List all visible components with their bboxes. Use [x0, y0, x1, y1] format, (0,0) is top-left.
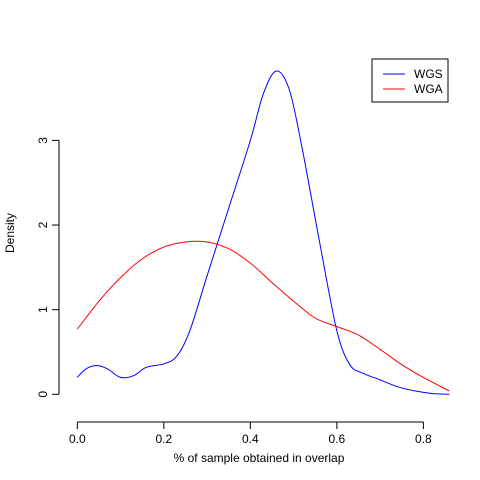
series-line-wgs — [76, 70, 450, 395]
y-tick-label: 2 — [36, 221, 50, 228]
y-ticks: 0 1 2 3 — [36, 137, 59, 398]
legend-label-wga: WGA — [414, 82, 443, 96]
y-tick-label: 3 — [36, 137, 50, 144]
series-layer — [76, 70, 450, 395]
axes: 0.0 0.2 0.4 0.6 0.8 0 1 2 3 — [36, 137, 432, 446]
x-tick-label: 0.8 — [415, 432, 432, 446]
x-tick-label: 0.2 — [155, 432, 172, 446]
legend-box — [371, 58, 449, 103]
x-tick-label: 0.4 — [242, 432, 259, 446]
x-axis-label: % of sample obtained in overlap — [174, 451, 345, 465]
legend: WGS WGA — [371, 58, 449, 103]
y-tick-label: 0 — [36, 391, 50, 398]
x-tick-label: 0.0 — [69, 432, 86, 446]
y-tick-label: 1 — [36, 306, 50, 313]
y-axis-label: Density — [3, 213, 17, 253]
x-ticks: 0.0 0.2 0.4 0.6 0.8 — [69, 422, 432, 446]
x-tick-label: 0.6 — [329, 432, 346, 446]
legend-label-wgs: WGS — [414, 67, 443, 81]
series-line-wga — [76, 240, 450, 392]
